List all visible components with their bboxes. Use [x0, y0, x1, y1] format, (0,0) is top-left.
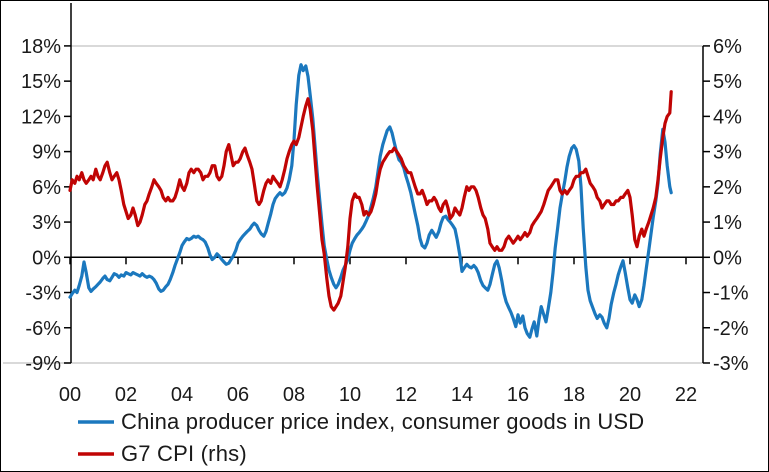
x-tick-label: 12	[395, 384, 417, 406]
legend-item-china-ppi: China producer price index, consumer goo…	[77, 407, 644, 436]
series-line-china-ppi	[68, 63, 673, 339]
legend-item-g7-cpi: G7 CPI (rhs)	[77, 439, 644, 468]
right-tick-label: -3%	[713, 353, 749, 375]
x-tick-label: 16	[507, 384, 529, 406]
x-tick-label: 02	[115, 384, 137, 406]
left-tick-label: 3%	[32, 212, 61, 234]
x-tick-label: 20	[619, 384, 641, 406]
legend-line-swatch-blue	[78, 419, 114, 424]
x-tick-label: 10	[339, 384, 361, 406]
right-tick-label: 3%	[713, 142, 742, 164]
x-tick-label: 18	[563, 384, 585, 406]
right-tick-label: -1%	[713, 283, 749, 305]
left-tick-label: 6%	[32, 177, 61, 199]
legend-label-china-ppi: China producer price index, consumer goo…	[121, 408, 645, 434]
left-tick-label: 12%	[21, 106, 61, 128]
left-tick-label: 9%	[32, 142, 61, 164]
legend-label-g7-cpi: G7 CPI (rhs)	[121, 440, 247, 466]
right-tick-label: 5%	[713, 71, 742, 93]
x-tick-label: 22	[675, 384, 697, 406]
right-tick-label: 4%	[713, 106, 742, 128]
series-line-g7-cpi	[68, 90, 673, 312]
legend-line-swatch-red	[78, 451, 114, 456]
x-tick-label: 04	[171, 384, 193, 406]
right-tick-label: 0%	[713, 247, 742, 269]
left-tick-label: 15%	[21, 71, 61, 93]
left-tick-label: 0%	[32, 247, 61, 269]
left-tick-label: -6%	[25, 318, 61, 340]
right-tick-label: -2%	[713, 318, 749, 340]
x-tick-label: 08	[283, 384, 305, 406]
left-tick-label: 18%	[21, 36, 61, 58]
left-tick-label: -3%	[25, 283, 61, 305]
right-tick-label: 2%	[713, 177, 742, 199]
x-tick-label: 00	[59, 384, 81, 406]
right-tick-label: 6%	[713, 36, 742, 58]
legend: China producer price index, consumer goo…	[77, 407, 644, 468]
left-tick-label: -9%	[25, 353, 61, 375]
x-tick-label: 14	[451, 384, 473, 406]
right-tick-label: 1%	[713, 212, 742, 234]
x-tick-label: 06	[227, 384, 249, 406]
